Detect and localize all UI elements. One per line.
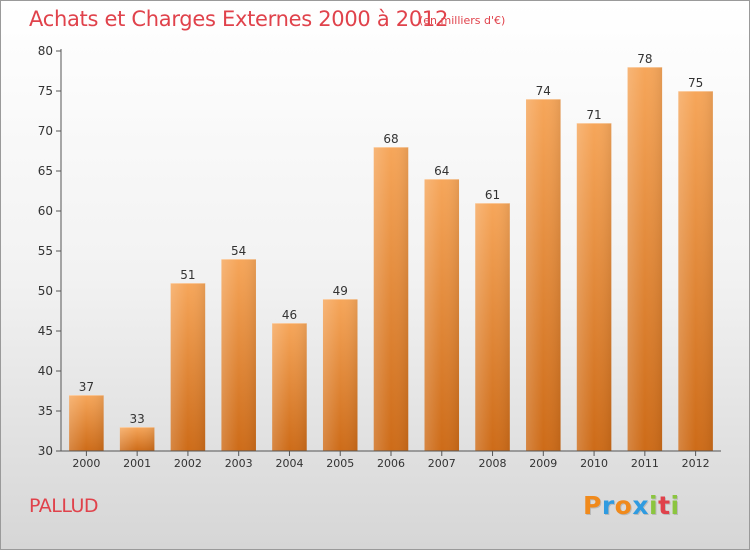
data-label: 78 — [637, 52, 652, 66]
y-axis: 30 35 40 45 50 55 60 65 70 75 80 — [38, 44, 62, 458]
bar-shading — [678, 91, 713, 451]
y-tick-label: 60 — [38, 204, 53, 218]
bar-shading — [69, 395, 104, 451]
proxiti-logo[interactable]: Proxiti — [583, 491, 680, 520]
x-tick-label: 2009 — [529, 457, 557, 470]
bar-shading — [526, 99, 561, 451]
data-label: 74 — [536, 84, 551, 98]
y-tick-label: 40 — [38, 364, 53, 378]
logo-letter: P — [583, 491, 602, 520]
bar-shading — [119, 427, 155, 451]
x-tick-label: 2007 — [428, 457, 456, 470]
bar-shading — [475, 203, 510, 451]
x-tick-label: 2011 — [631, 457, 659, 470]
data-label: 46 — [282, 308, 297, 322]
data-label: 37 — [79, 380, 94, 394]
commune-name: PALLUD — [29, 495, 99, 517]
bars: 37 33 51 54 46 49 68 64 61 74 71 78 75 — [69, 52, 713, 451]
bar-shading — [322, 299, 358, 451]
x-tick-label: 2004 — [275, 457, 303, 470]
x-axis: 2000 2001 2002 2003 2004 2005 2006 2007 2008 2009… — [61, 450, 721, 470]
chart-title: Achats et Charges Externes 2000 à 2012 — [29, 7, 449, 31]
bar-shading — [170, 283, 206, 451]
bar-shading — [272, 323, 307, 451]
x-tick-label: 2012 — [682, 457, 710, 470]
data-label: 61 — [485, 188, 500, 202]
logo-letter: r — [601, 491, 615, 520]
y-tick-label: 50 — [38, 284, 53, 298]
y-tick-label: 70 — [38, 124, 53, 138]
logo-letter: i — [670, 491, 680, 520]
x-tick-label: 2000 — [72, 457, 100, 470]
data-label: 68 — [383, 132, 398, 146]
bar-shading — [221, 259, 256, 451]
bar-shading — [373, 147, 409, 451]
y-tick-label: 75 — [38, 84, 53, 98]
bar-shading — [627, 67, 663, 451]
data-label: 71 — [586, 108, 601, 122]
chart-subtitle: (en milliers d'€) — [419, 14, 506, 27]
bar-shading — [576, 123, 612, 451]
x-tick-label: 2008 — [479, 457, 507, 470]
y-tick-label: 80 — [38, 44, 53, 58]
data-label: 33 — [130, 412, 145, 426]
data-label: 49 — [333, 284, 348, 298]
y-tick-label: 55 — [38, 244, 53, 258]
y-tick-label: 65 — [38, 164, 53, 178]
logo-letter: i — [649, 491, 659, 520]
y-tick-label: 45 — [38, 324, 53, 338]
data-label: 75 — [688, 76, 703, 90]
x-tick-label: 2006 — [377, 457, 405, 470]
logo-letter: x — [632, 491, 649, 520]
x-tick-label: 2003 — [225, 457, 253, 470]
x-tick-label: 2002 — [174, 457, 202, 470]
y-tick-label: 30 — [38, 444, 53, 458]
x-tick-label: 2010 — [580, 457, 608, 470]
bar-shading — [424, 179, 460, 451]
logo-letter: o — [614, 491, 633, 520]
y-tick-label: 35 — [38, 404, 53, 418]
data-label: 54 — [231, 244, 246, 258]
data-label: 64 — [434, 164, 449, 178]
data-label: 51 — [180, 268, 195, 282]
logo-letter: t — [658, 491, 671, 520]
x-tick-label: 2001 — [123, 457, 151, 470]
x-tick-label: 2005 — [326, 457, 354, 470]
